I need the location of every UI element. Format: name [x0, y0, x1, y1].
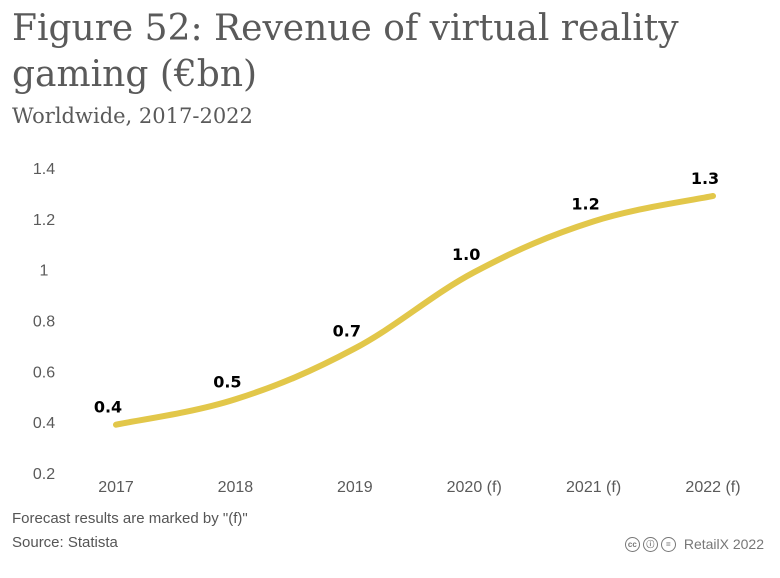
no-derivatives-icon: = [660, 536, 676, 552]
y-tick-label: 0.6 [33, 364, 55, 381]
data-label: 1.0 [452, 245, 480, 264]
source-text: Source: Statista [12, 534, 118, 551]
y-tick-label: 0.8 [33, 314, 55, 331]
y-tick-label: 1 [40, 263, 49, 280]
data-label: 0.5 [213, 372, 241, 391]
data-label: 1.3 [691, 169, 719, 188]
credit-text: RetailX 2022 [683, 536, 764, 552]
attribution-icon: ⓘ [642, 536, 658, 552]
x-axis-ticks: 2017 2018 2019 2020 (f) 2021 (f) 2022 (f) [98, 479, 740, 496]
x-tick-label: 2021 (f) [566, 479, 621, 496]
chart-subtitle: Worldwide, 2017-2022 [12, 104, 253, 128]
y-tick-label: 0.4 [33, 415, 55, 432]
data-label: 0.7 [333, 321, 361, 340]
series-line [113, 192, 716, 428]
forecast-note: Forecast results are marked by "(f)" [12, 510, 248, 527]
x-tick-label: 2019 [337, 479, 373, 496]
data-labels: 0.4 0.5 0.7 1.0 1.2 1.3 [94, 169, 719, 417]
line-chart: 0.2 0.4 0.6 0.8 1 1.2 1.4 2017 2018 2019 2020 (f)… [33, 161, 741, 496]
x-tick-label: 2018 [218, 479, 254, 496]
y-axis-ticks: 0.2 0.4 0.6 0.8 1 1.2 1.4 [33, 161, 55, 483]
cc-icon: cc [624, 536, 640, 552]
x-tick-label: 2020 (f) [447, 479, 502, 496]
y-tick-label: 1.4 [33, 161, 55, 178]
data-label: 1.2 [571, 194, 599, 213]
credit-block: cc ⓘ = RetailX 2022 [624, 536, 764, 552]
data-label: 0.4 [94, 398, 122, 417]
chart-title: Figure 52: Revenue of virtual reality ga… [12, 8, 679, 95]
x-tick-label: 2017 [98, 479, 134, 496]
y-tick-label: 1.2 [33, 212, 55, 229]
x-tick-label: 2022 (f) [685, 479, 740, 496]
y-tick-label: 0.2 [33, 466, 55, 483]
